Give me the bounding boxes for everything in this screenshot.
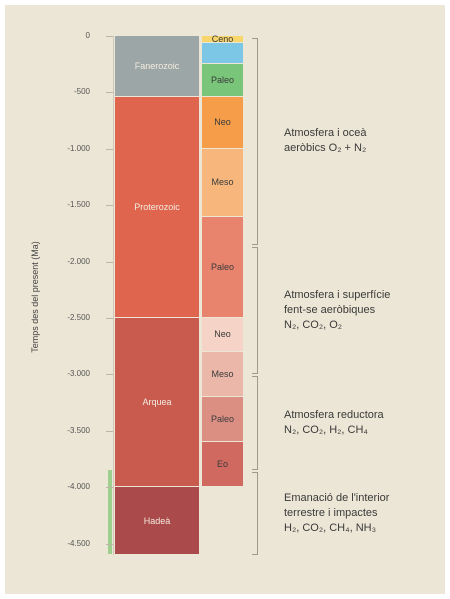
- y-axis-line: [113, 36, 114, 555]
- description-line: terrestre i impactes: [284, 507, 378, 520]
- y-tick-label: -2.500: [67, 313, 90, 323]
- era-block: Ceno: [202, 34, 243, 44]
- description-line: H₂, CO₂, CH₄, NH₃: [284, 522, 377, 535]
- era-block: Paleo: [202, 64, 243, 97]
- y-tick-label: -500: [73, 87, 90, 97]
- y-tick-label: -4.000: [67, 482, 90, 492]
- eon-block: Fanerozoic: [115, 36, 199, 97]
- description-line: N₂, CO₂, H₂, CH₄: [284, 424, 368, 437]
- era-block: Paleo: [202, 216, 243, 318]
- description-line: fent-se aeròbiques: [284, 304, 376, 317]
- eon-block: Hadeà: [115, 487, 199, 554]
- y-tick-mark: [106, 318, 113, 320]
- era-block: Neo: [202, 318, 243, 351]
- era-block: Eo: [202, 442, 243, 487]
- description-line: Atmosfera i oceà: [284, 127, 367, 140]
- period-bracket: [252, 376, 258, 471]
- y-tick-label: -3.000: [67, 369, 90, 379]
- description-line: Atmosfera reductora: [284, 409, 384, 422]
- y-tick-label: -3.500: [67, 425, 90, 435]
- atmosphere-description: Atmosfera i superfície fent-se aeròbiques…: [284, 288, 444, 333]
- y-tick-label: -1.500: [67, 200, 90, 210]
- y-tick-mark: [106, 148, 113, 150]
- era-block: Meso: [202, 148, 243, 216]
- era-block: Paleo: [202, 397, 243, 442]
- atmosphere-description: Atmosfera reductora N₂, CO₂, H₂, CH₄: [284, 408, 444, 438]
- y-tick-label: -1.000: [67, 143, 90, 153]
- description-line: Atmosfera i superfície: [284, 289, 391, 302]
- y-tick-mark: [106, 374, 113, 376]
- y-tick-mark: [106, 36, 113, 37]
- eon-block: Proterozoic: [115, 97, 199, 318]
- y-tick-label: -4.500: [67, 538, 90, 548]
- atmosphere-description: Atmosfera i oceà aeròbics O₂ + N₂: [284, 126, 444, 156]
- period-bracket: [252, 472, 258, 555]
- atmosphere-description: Emanació de l'interior terrestre i impact…: [284, 491, 444, 536]
- era-block: [202, 43, 243, 64]
- eon-block: Arquea: [115, 318, 199, 487]
- period-bracket: [252, 38, 258, 245]
- y-tick-mark: [106, 205, 113, 207]
- y-tick-mark: [106, 543, 113, 545]
- era-block: Meso: [202, 351, 243, 397]
- era-block: Neo: [202, 97, 243, 148]
- y-tick-label: -2.000: [67, 256, 90, 266]
- period-bracket: [252, 246, 258, 375]
- description-line: aeròbics O₂ + N₂: [284, 142, 367, 155]
- description-line: N₂, CO₂, O₂: [284, 319, 343, 332]
- life-indicator-strip: [108, 470, 112, 554]
- y-tick-mark: [106, 92, 113, 94]
- description-line: Emanació de l'interior: [284, 492, 390, 505]
- y-tick-mark: [106, 430, 113, 432]
- y-axis-title: Temps des del present (Ma): [30, 241, 40, 353]
- y-tick-mark: [106, 487, 113, 489]
- y-tick-label: 0: [85, 31, 90, 40]
- y-tick-mark: [106, 261, 113, 263]
